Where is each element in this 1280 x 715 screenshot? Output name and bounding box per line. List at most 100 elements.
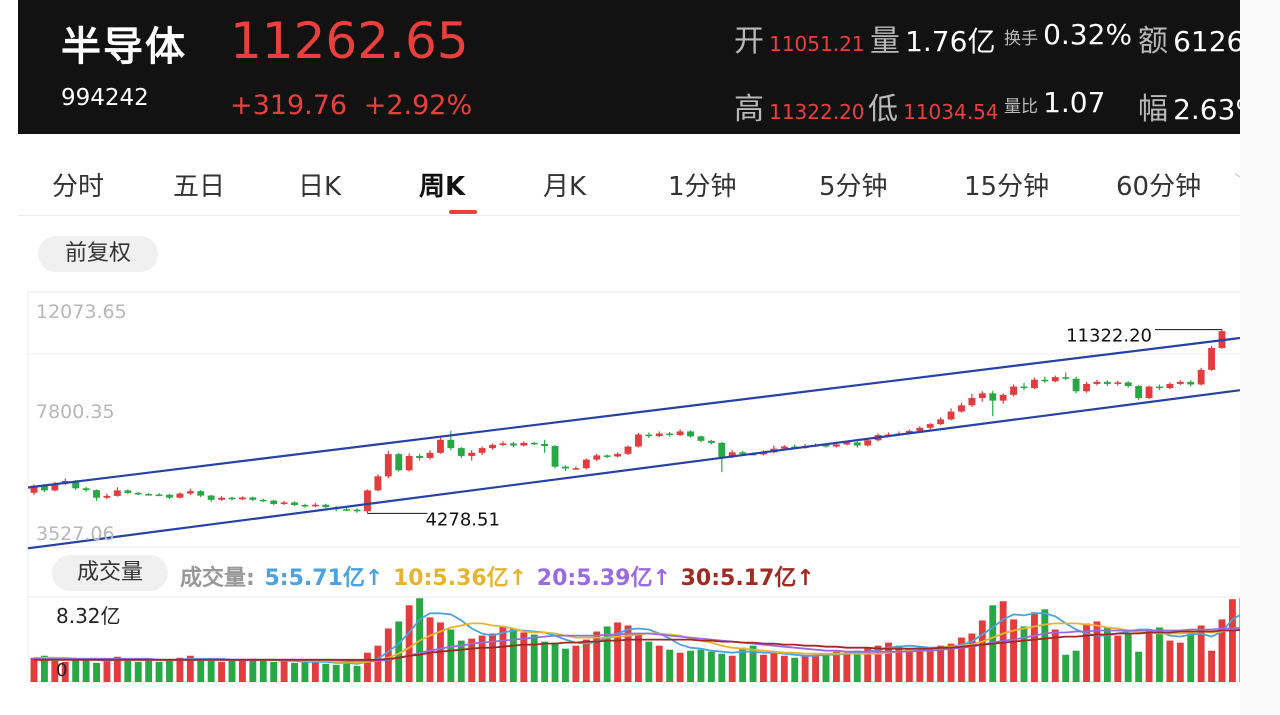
volume-zero-label: 0 — [56, 660, 67, 681]
candle-body — [634, 434, 642, 447]
low-label: 低 — [868, 92, 898, 127]
candle-body — [259, 499, 267, 502]
candle-body — [207, 495, 215, 500]
volume-bar — [1093, 621, 1101, 682]
volume-indicator-button[interactable]: 成交量 — [52, 555, 168, 591]
channel-line-upper — [27, 336, 1241, 489]
volume-legend-label: 成交量: — [180, 566, 255, 591]
candle-body — [155, 494, 163, 497]
volume-bar — [634, 633, 642, 682]
price-annotations: 11322.20 4278.51 — [367, 326, 1222, 530]
candle-body — [624, 446, 632, 454]
candle-body — [905, 430, 913, 434]
volume-bar — [395, 621, 403, 682]
turnover-label: 换手 — [1004, 29, 1038, 49]
y-tick-top: 12073.65 — [36, 301, 127, 323]
volume-bar — [489, 633, 496, 682]
candle-body — [291, 502, 298, 506]
volume-bar — [93, 662, 100, 682]
volume-bar — [1020, 626, 1028, 682]
turnover-stat: 换手 0.32% — [1004, 18, 1132, 51]
volume-stat-label: 量 — [870, 24, 900, 59]
candle-body — [874, 435, 882, 441]
tab-monthly-k[interactable]: 月K — [543, 172, 587, 202]
volume-bar — [1030, 612, 1038, 682]
open-value: 11051.21 — [769, 32, 865, 56]
ma30-legend: 30:5.17亿↑ — [680, 566, 815, 591]
candle-body — [728, 452, 736, 457]
candle-body — [1156, 386, 1163, 389]
candle-body — [1041, 379, 1049, 382]
candle-body — [572, 468, 580, 470]
volume-bar — [999, 601, 1007, 682]
volume-bar — [614, 622, 622, 682]
y-tick-bottom: 3527.06 — [36, 523, 115, 545]
tab-weekly-k[interactable]: 周K — [419, 172, 466, 202]
volume-bar — [218, 661, 226, 682]
candle-body — [40, 485, 48, 491]
volume-bar — [687, 650, 694, 682]
candle-body — [958, 405, 965, 412]
candle-body — [343, 509, 351, 511]
volume-bar — [176, 657, 184, 682]
high-value: 11322.20 — [769, 100, 865, 124]
candle-body — [999, 394, 1007, 401]
tab-60min[interactable]: 60分钟 — [1116, 172, 1202, 202]
volume-bar — [739, 647, 747, 682]
price-change: +319.76 +2.92% — [230, 90, 472, 121]
candle-body — [332, 507, 340, 510]
tab-daily-k[interactable]: 日K — [298, 172, 342, 202]
candle-body — [832, 444, 840, 447]
volume-bar — [791, 657, 799, 682]
volume-bar — [207, 660, 215, 682]
tab-1min[interactable]: 1分钟 — [668, 172, 737, 202]
high-label: 高 — [734, 92, 764, 127]
candle-body — [801, 446, 809, 449]
candle-body — [676, 431, 684, 436]
amplitude-stat: 幅 2.63% — [1138, 84, 1240, 128]
candle-body — [530, 442, 538, 445]
open-stat: 开 11051.21 — [734, 16, 865, 60]
candle-body — [364, 490, 371, 512]
volume-bar — [1051, 629, 1059, 682]
candle-body — [1083, 383, 1090, 392]
volume-bar — [926, 649, 934, 682]
candle-body — [113, 490, 121, 496]
candle-body — [499, 443, 507, 445]
volume-bar — [1124, 632, 1132, 682]
volume-bar — [124, 659, 132, 682]
volume-bar — [978, 620, 986, 682]
volume-bar — [197, 658, 205, 682]
y-tick-mid: 7800.35 — [36, 401, 115, 423]
amplitude-label: 幅 — [1138, 92, 1168, 127]
stock-code: 994242 — [61, 85, 149, 111]
adjust-button[interactable]: 前复权 — [38, 236, 158, 272]
candle-body — [353, 509, 361, 512]
volume-bar — [916, 647, 924, 682]
active-tab-indicator — [449, 210, 477, 214]
volume-bar — [426, 617, 434, 682]
candle-body — [978, 393, 986, 399]
volume-bar — [624, 625, 632, 682]
volume-bar — [228, 659, 236, 682]
candle-body — [61, 480, 69, 484]
volume-bar — [343, 663, 351, 682]
volume-stat: 量 1.76亿 — [870, 16, 995, 60]
volume-bar — [582, 639, 590, 682]
volume-bar — [301, 661, 309, 682]
change-percent: +2.92% — [363, 90, 473, 121]
candle-body — [93, 490, 100, 498]
tab-time-share[interactable]: 分时 — [52, 172, 105, 202]
tab-15min[interactable]: 15分钟 — [964, 172, 1050, 202]
volume-bar — [457, 640, 465, 682]
tab-five-day[interactable]: 五日 — [173, 172, 226, 202]
ratio-label: 量比 — [1004, 97, 1038, 117]
volume-bar — [145, 660, 153, 682]
volume-bar — [843, 652, 851, 682]
volume-bar — [259, 659, 267, 682]
candle-body — [843, 442, 851, 445]
candle-body — [1062, 377, 1070, 379]
tab-5min[interactable]: 5分钟 — [819, 172, 888, 202]
volume-bar — [113, 656, 121, 682]
